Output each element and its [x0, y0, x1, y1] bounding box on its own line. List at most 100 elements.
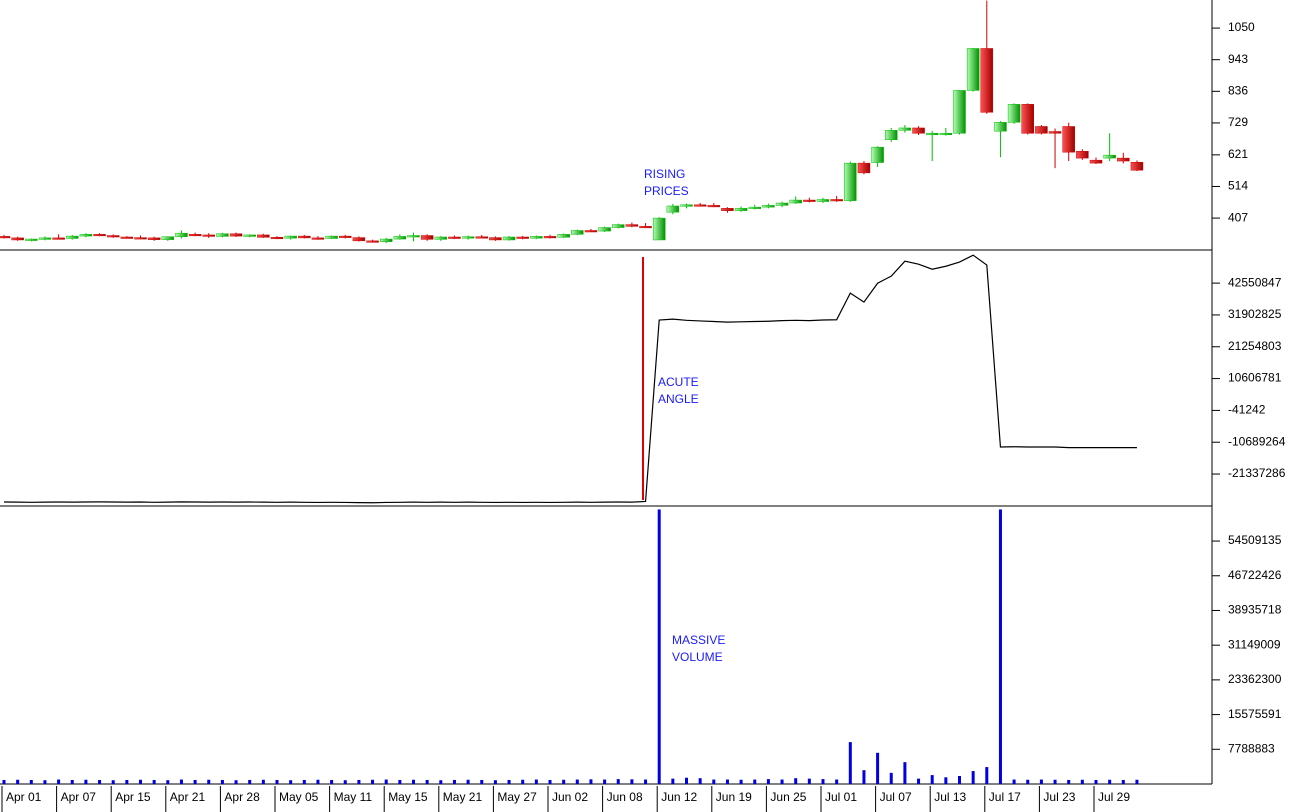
candle-body — [489, 237, 502, 241]
volume-bar — [1067, 779, 1071, 784]
volume-bar — [944, 777, 948, 784]
volume-bar — [275, 779, 279, 784]
volume-bar — [862, 770, 866, 784]
volume-bar — [589, 779, 593, 784]
x-tick-label: Jun 02 — [552, 790, 588, 804]
candle-body — [106, 235, 120, 238]
y-tick-label: 10606781 — [1228, 371, 1282, 385]
volume-bar — [357, 779, 361, 784]
candle-body — [543, 236, 557, 239]
volume-bar — [179, 779, 183, 784]
x-tick-label: Jul 29 — [1098, 790, 1130, 804]
volume-bar — [985, 767, 989, 784]
y-tick-label: 23362300 — [1228, 672, 1282, 686]
volume-bar — [1080, 779, 1084, 784]
volume-bar — [998, 509, 1002, 784]
volume-bar — [398, 779, 402, 784]
candle-body — [925, 133, 939, 136]
volume-bar — [466, 779, 470, 784]
candle-body — [639, 226, 652, 229]
volume-bar — [1026, 779, 1030, 784]
x-tick-label: Jul 13 — [934, 790, 966, 804]
x-tick-label: May 05 — [279, 790, 319, 804]
x-tick-label: May 15 — [388, 790, 428, 804]
candle-body — [953, 90, 966, 134]
candle-body — [666, 205, 680, 213]
x-tick-label: Jul 17 — [989, 790, 1021, 804]
volume-bar — [493, 780, 497, 784]
x-tick-label: May 21 — [443, 790, 483, 804]
volume-bar — [821, 779, 825, 784]
volume-bar — [657, 509, 661, 784]
volume-bar — [193, 779, 197, 784]
y-tick-label: 621 — [1228, 147, 1248, 161]
x-tick-label: Apr 01 — [6, 790, 42, 804]
volume-bar — [1012, 779, 1016, 784]
candle-body — [1103, 154, 1116, 159]
volume-bar — [971, 771, 975, 784]
volume-bar — [1135, 779, 1139, 784]
candle-body — [147, 237, 161, 240]
candle-body — [134, 237, 147, 240]
volume-bar — [166, 780, 170, 784]
volume-bar — [220, 779, 224, 784]
candle-body — [816, 199, 830, 202]
y-tick-label: 38935718 — [1228, 603, 1282, 617]
volume-bar — [84, 779, 88, 784]
x-tick-label: Jun 19 — [716, 790, 752, 804]
candle-body — [229, 233, 243, 237]
y-tick-label: 836 — [1228, 83, 1248, 97]
y-tick-label: -21337286 — [1228, 466, 1286, 480]
candle-body — [857, 162, 871, 174]
candle-body — [1035, 126, 1048, 134]
volume-bar — [644, 779, 648, 784]
candle-body — [420, 235, 434, 240]
candle-body — [1076, 151, 1089, 159]
annotation: RISING — [644, 167, 685, 181]
volume-bar — [685, 777, 688, 784]
volume-bar — [562, 779, 566, 784]
annotation: PRICES — [644, 184, 689, 198]
candle-body — [475, 236, 488, 239]
candle-body — [52, 237, 65, 240]
x-tick-label: Jul 07 — [880, 790, 912, 804]
candle-body — [25, 238, 38, 241]
candle-body — [598, 227, 611, 232]
volume-bar — [1121, 779, 1125, 784]
x-tick-label: Jul 01 — [825, 790, 857, 804]
x-tick-label: May 11 — [334, 790, 373, 804]
volume-bar — [412, 779, 415, 784]
volume-bar — [712, 779, 716, 784]
volume-bar — [917, 778, 921, 784]
candle-body — [530, 236, 543, 239]
candle-body — [434, 236, 448, 240]
volume-bar — [698, 778, 702, 784]
candle-body — [461, 236, 475, 239]
candle-body — [612, 224, 625, 228]
candle-body — [1130, 161, 1144, 171]
candle-body — [912, 127, 925, 134]
candle-body — [243, 234, 256, 237]
volume-bar — [889, 772, 893, 784]
candle-body — [898, 127, 912, 131]
candle-body — [803, 199, 816, 202]
volume-bar — [16, 779, 20, 784]
candle-body — [762, 205, 775, 208]
volume-bar — [739, 779, 743, 784]
x-tick-label: Apr 07 — [61, 790, 97, 804]
volume-bar — [876, 752, 880, 784]
y-tick-label: 31149009 — [1228, 637, 1281, 651]
volume-bar — [289, 780, 293, 784]
volume-bar — [43, 780, 47, 784]
x-tick-label: Jul 23 — [1043, 790, 1075, 804]
volume-bar — [2, 779, 6, 784]
volume-bar — [616, 779, 620, 784]
candle-body — [502, 236, 516, 241]
candle-body — [38, 237, 52, 240]
x-tick-label: Apr 15 — [115, 790, 151, 804]
y-tick-label: 42550847 — [1228, 275, 1282, 289]
y-tick-label: -41242 — [1228, 403, 1266, 417]
candle-body — [11, 237, 24, 241]
candle-body — [188, 234, 202, 237]
